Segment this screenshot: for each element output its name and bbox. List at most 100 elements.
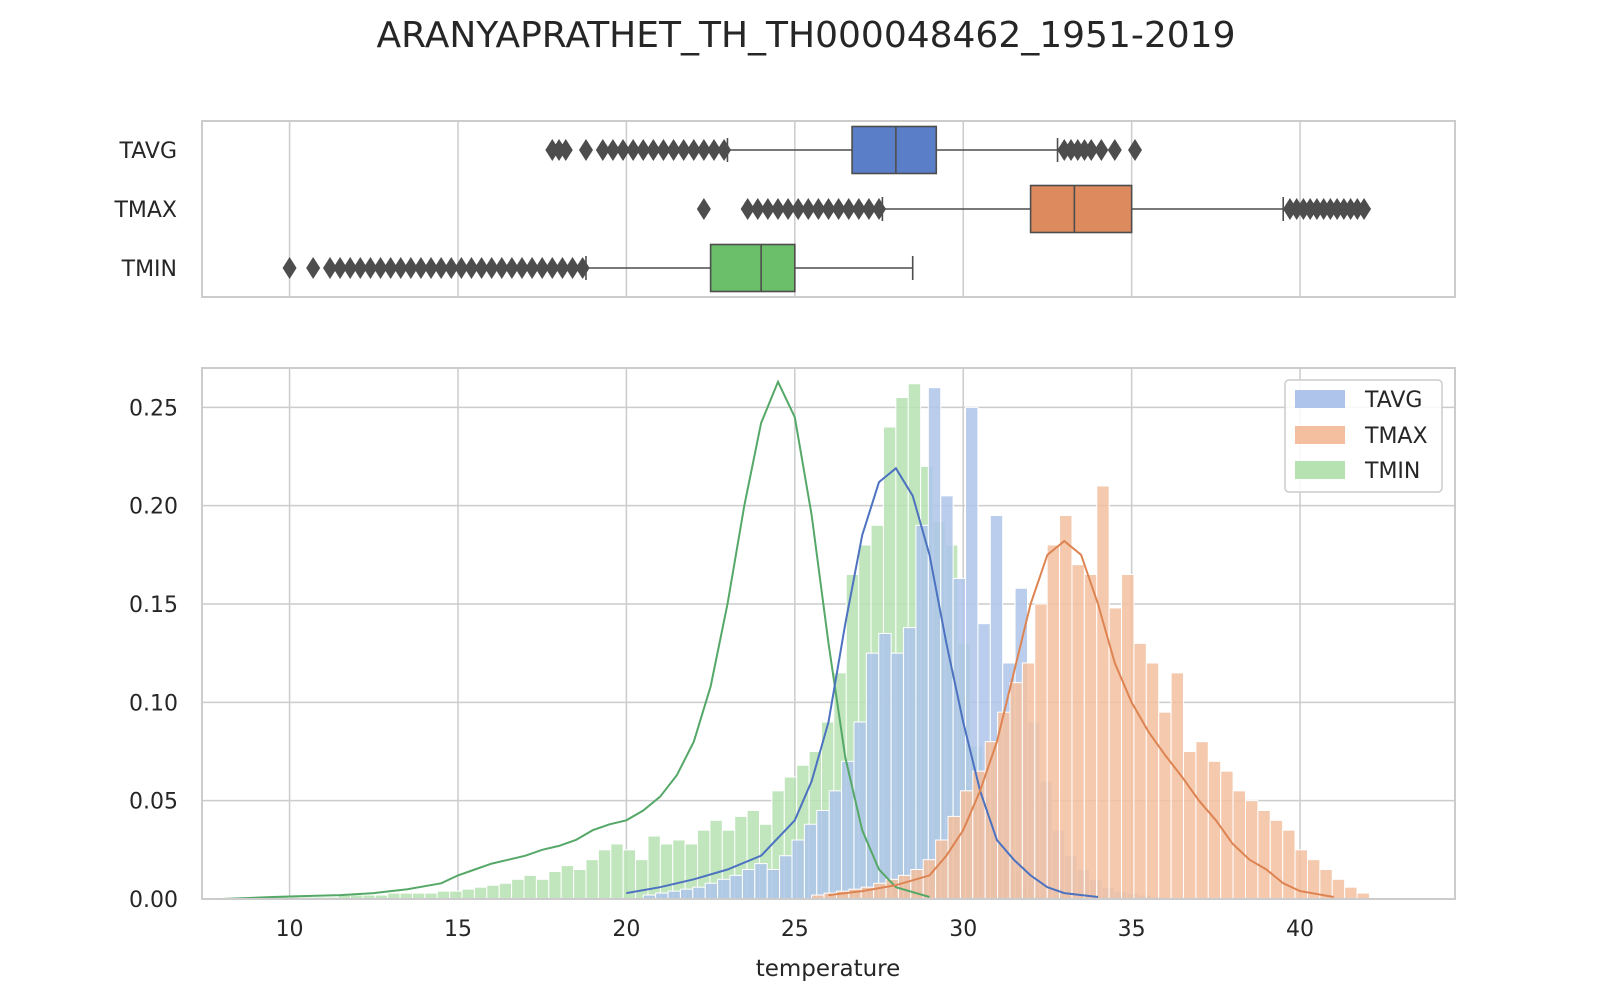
iqr-box [1029, 184, 1133, 234]
outlier-point [636, 139, 651, 161]
outlier-point [760, 198, 775, 220]
histogram-bar [1331, 878, 1346, 900]
histogram-bar [1183, 751, 1197, 900]
outlier-point [770, 198, 785, 220]
histogram-tmax [811, 485, 1370, 900]
y-tick-label: 0.10 [129, 691, 178, 716]
histogram-bar [486, 884, 500, 900]
outlier-point [464, 257, 479, 279]
histogram-bar [915, 524, 929, 900]
histogram-bar [523, 874, 537, 900]
legend-swatch-tmin [1295, 461, 1345, 479]
histogram-bar [997, 711, 1011, 900]
outlier-point [696, 198, 711, 220]
y-tick-label: 0.15 [129, 593, 178, 618]
outlier-point [484, 257, 499, 279]
histogram-bar [853, 721, 867, 900]
histogram-bar [1133, 642, 1147, 900]
outlier-point [626, 139, 641, 161]
histogram-bar [560, 865, 575, 900]
outlier-point [514, 257, 529, 279]
histogram-bar [511, 878, 525, 900]
outlier-point [676, 139, 691, 161]
x-tick-label: 15 [444, 917, 472, 942]
outlier-point [504, 257, 519, 279]
outlier-point [494, 257, 509, 279]
legend-swatch-tmax [1295, 426, 1345, 444]
histogram-bar [473, 886, 488, 900]
histogram-bar [903, 627, 917, 900]
x-tick-label: 35 [1118, 917, 1146, 942]
histogram-bar [548, 870, 562, 900]
histogram-bar [535, 878, 550, 900]
x-axis-label: temperature [756, 956, 901, 982]
histogram-bar [1046, 544, 1061, 900]
boxplot-category-label: TMIN [121, 257, 177, 282]
x-tick-label: 40 [1286, 917, 1314, 942]
histogram-bar [585, 859, 599, 900]
outlier-point [545, 257, 560, 279]
outlier-point [413, 257, 428, 279]
histogram-bar [873, 882, 887, 900]
histogram-bar [635, 859, 649, 900]
x-tick-label: 10 [276, 917, 304, 942]
outlier-point [605, 139, 620, 161]
outlier-point [696, 139, 711, 161]
boxplot-tmax [696, 184, 1372, 234]
outlier-point [322, 257, 337, 279]
outlier-point [434, 257, 449, 279]
outlier-point [1107, 139, 1122, 161]
outlier-point [831, 198, 846, 220]
histogram-bar [1244, 800, 1259, 900]
outlier-point [861, 198, 876, 220]
histogram-bar [1096, 485, 1110, 900]
outlier-point [393, 257, 408, 279]
kde-line-tmax [828, 539, 1334, 898]
legend-label-tmax: TMAX [1364, 424, 1428, 449]
histogram-bar [779, 855, 793, 900]
x-tick-label: 20 [612, 917, 640, 942]
histogram-bar [597, 849, 612, 900]
y-tick-label: 0.20 [129, 495, 178, 520]
histogram-bar [1071, 564, 1085, 900]
histogram-bar [927, 387, 942, 900]
histogram-bar [449, 890, 463, 900]
histogram-bar [922, 859, 937, 900]
iqr-box [851, 125, 938, 175]
outlier-point [373, 257, 388, 279]
histogram-bar [947, 815, 961, 900]
histogram-bar [984, 741, 999, 900]
legend-label-tmin: TMIN [1364, 459, 1420, 484]
histogram-bar [610, 843, 624, 900]
outlier-point [454, 257, 469, 279]
outlier-point [555, 257, 570, 279]
boxplot-panel: TAVG TMAX TMIN [113, 120, 1456, 298]
outlier-point [424, 257, 439, 279]
histogram-bar [791, 839, 805, 900]
histogram-bar [1158, 711, 1172, 900]
kde-line-tavg [626, 466, 1099, 898]
histogram-bar [890, 652, 905, 900]
histogram-bar [959, 790, 974, 900]
legend-swatch-tavg [1295, 390, 1345, 408]
outlier-point [686, 139, 701, 161]
outlier-point [474, 257, 489, 279]
outlier-point [306, 257, 321, 279]
histogram-bar [436, 890, 451, 900]
y-tick-label: 0.05 [129, 790, 178, 815]
histogram-bar [717, 878, 731, 900]
histogram-bar [498, 882, 513, 900]
histogram-bar [704, 882, 719, 900]
histogram-bar [1195, 741, 1209, 900]
outlier-point [363, 257, 378, 279]
legend-label-tavg: TAVG [1364, 388, 1422, 413]
histogram-bar [754, 863, 768, 900]
histogram-bar [816, 810, 830, 900]
outlier-point [791, 198, 806, 220]
outlier-point [717, 139, 732, 161]
outlier-point [706, 139, 721, 161]
outlier-point [595, 139, 610, 161]
outlier-point [1084, 139, 1099, 161]
legend: TAVG TMAX TMIN [1284, 379, 1443, 493]
histogram-bar [461, 888, 475, 900]
